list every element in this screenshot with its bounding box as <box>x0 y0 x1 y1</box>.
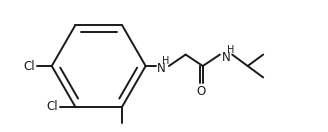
Text: Cl: Cl <box>24 60 35 72</box>
Text: N: N <box>221 51 230 63</box>
Text: Cl: Cl <box>47 100 58 113</box>
Text: H: H <box>162 56 170 66</box>
Text: O: O <box>196 85 206 98</box>
Text: H: H <box>227 46 234 55</box>
Text: N: N <box>157 62 166 75</box>
